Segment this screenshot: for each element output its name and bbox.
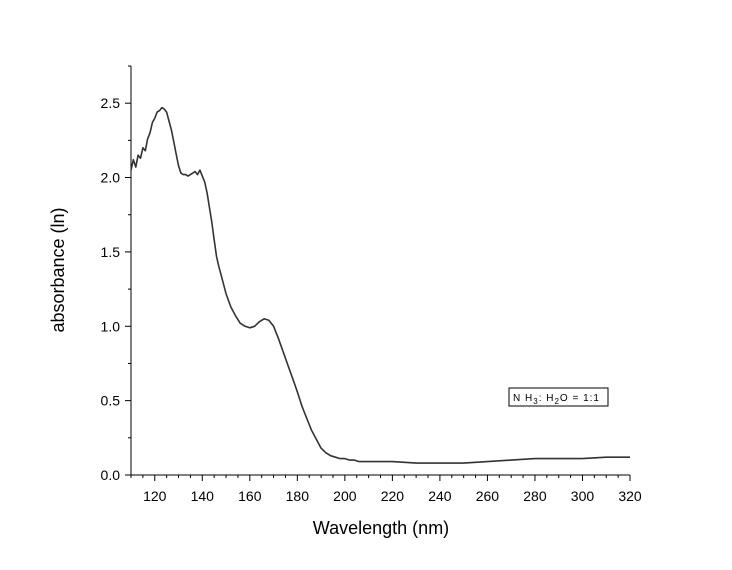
x-tick-label: 160 bbox=[238, 488, 262, 504]
series-line bbox=[130, 106, 630, 464]
y-tick-label: 1.0 bbox=[101, 318, 121, 334]
x-tick-label: 240 bbox=[428, 488, 452, 504]
y-tick-label: 2.5 bbox=[101, 95, 121, 111]
x-tick-label: 120 bbox=[143, 488, 167, 504]
y-tick-label: 0.5 bbox=[101, 393, 121, 409]
annotation-sub-1: 3 bbox=[533, 397, 538, 406]
y-axis-tick-labels: 0.0 0.5 1.0 1.5 2.0 2.5 bbox=[101, 95, 121, 483]
annotation-box: N H3: H2O = 1:1 bbox=[508, 387, 609, 407]
y-tick-label: 2.0 bbox=[101, 170, 121, 186]
x-tick-label: 180 bbox=[286, 488, 310, 504]
x-tick-label: 260 bbox=[476, 488, 500, 504]
x-tick-label: 220 bbox=[381, 488, 405, 504]
x-tick-label: 200 bbox=[333, 488, 357, 504]
annotation-lead: N H bbox=[513, 393, 533, 404]
x-axis-ticks bbox=[130, 475, 631, 481]
annotation-tail: O = 1:1 bbox=[560, 393, 600, 404]
x-tick-label: 140 bbox=[191, 488, 215, 504]
x-tick-label: 300 bbox=[571, 488, 595, 504]
annotation-text: N H3: H2O = 1:1 bbox=[513, 393, 600, 406]
y-axis-title: absorbance (ln) bbox=[48, 207, 68, 332]
annotation-mid: : H bbox=[539, 393, 555, 404]
annotation-sub-2: 2 bbox=[554, 397, 559, 406]
x-axis-tick-labels: 120 140 160 180 200 220 240 260 280 300 320 bbox=[143, 488, 642, 504]
y-tick-label: 0.0 bbox=[101, 467, 121, 483]
x-tick-label: 280 bbox=[523, 488, 547, 504]
y-axis-ticks bbox=[125, 65, 131, 476]
x-tick-label: 320 bbox=[618, 488, 642, 504]
x-axis-title: Wavelength (nm) bbox=[313, 518, 449, 538]
y-tick-label: 1.5 bbox=[101, 244, 121, 260]
